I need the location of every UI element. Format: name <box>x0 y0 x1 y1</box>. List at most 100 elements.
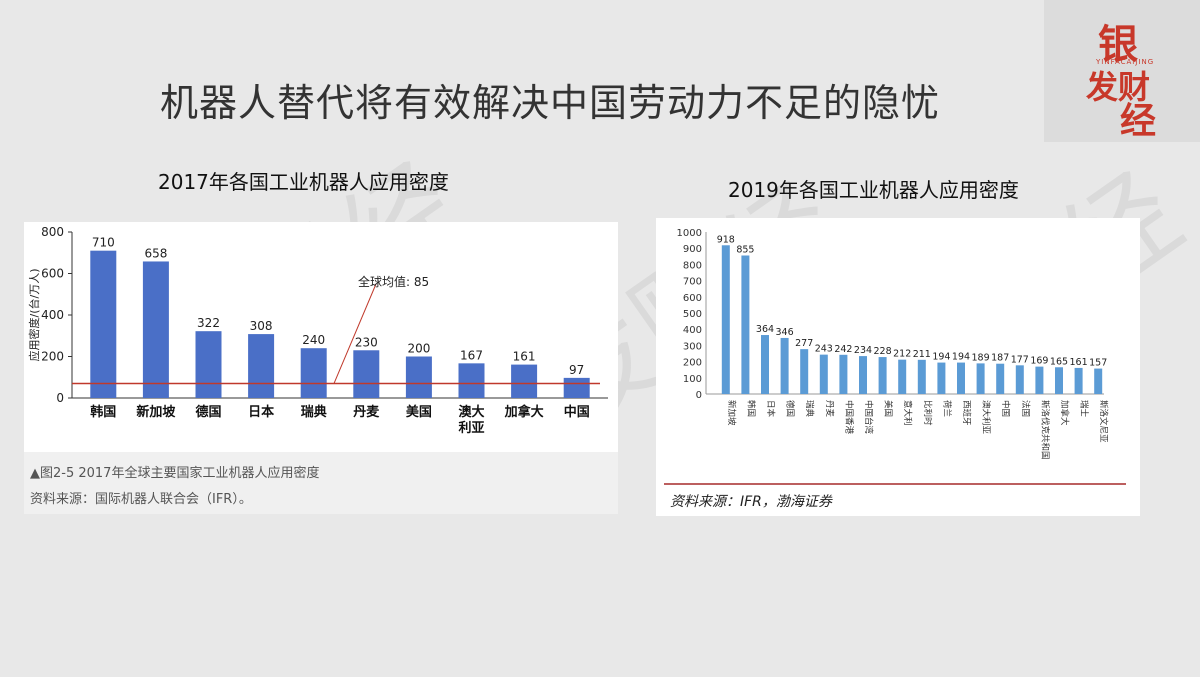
data-label: 228 <box>874 346 892 357</box>
x-tick-label: 荷兰 <box>941 400 952 417</box>
x-tick-label: 瑞士 <box>1079 400 1090 418</box>
bar <box>721 245 730 394</box>
x-tick-label: 美国 <box>883 400 894 417</box>
y-tick-label: 500 <box>683 309 702 320</box>
average-annotation: 全球均值: 85 <box>358 274 429 289</box>
data-label: 855 <box>736 244 754 255</box>
data-label: 194 <box>952 352 970 363</box>
left-caption: ▲图2-5 2017年全球主要国家工业机器人应用密度 资料来源：国际机器人联合会… <box>24 452 618 514</box>
chart-2019: 0 100 200 300 400 500 600 700 800 900 1000 918 新加坡 85… <box>664 228 1126 510</box>
y-tick-label: 600 <box>683 293 702 304</box>
bar <box>917 359 926 394</box>
bar <box>878 357 887 394</box>
data-label: 242 <box>834 344 852 355</box>
x-tick-label: 斯洛文尼亚 <box>1098 400 1109 443</box>
x-tick-label: 日本 <box>248 404 274 420</box>
data-label: 211 <box>913 349 931 360</box>
data-label: 97 <box>569 363 584 377</box>
left-chart-panel: 0 200 400 600 800 应用密度/(台/万人) 710 韩国 658 新加坡 322 德国… <box>24 222 618 452</box>
x-tick-label: 瑞典 <box>804 400 815 418</box>
data-label: 658 <box>144 246 167 260</box>
data-label: 177 <box>1011 354 1029 365</box>
bar <box>937 362 946 394</box>
data-label: 161 <box>1070 357 1088 368</box>
data-label: 169 <box>1030 356 1048 367</box>
data-label: 187 <box>991 353 1009 364</box>
y-tick-label: 400 <box>683 325 702 336</box>
x-tick-label: 比利时 <box>922 400 933 426</box>
bar <box>405 356 432 398</box>
data-label: 243 <box>815 344 833 355</box>
bar <box>511 364 538 398</box>
data-label: 277 <box>795 338 813 349</box>
data-label: 194 <box>932 352 950 363</box>
bar <box>859 356 867 394</box>
y-tick-label: 200 <box>41 350 64 364</box>
x-tick-label: 中国台湾 <box>863 400 874 435</box>
x-tick-label: 新加坡 <box>136 404 176 420</box>
data-label: 200 <box>407 342 430 356</box>
y-tick-label: 800 <box>683 260 702 271</box>
y-tick-label: 900 <box>683 244 702 255</box>
x-tick-label: 美国 <box>406 404 432 420</box>
data-label: 230 <box>355 335 378 349</box>
y-tick-label: 0 <box>56 391 64 405</box>
x-tick-label: 中国 <box>1000 400 1011 417</box>
chart-2017: 0 200 400 600 800 应用密度/(台/万人) 710 韩国 658 新加坡 322 德国… <box>27 225 608 436</box>
caption-line: ▲图2-5 2017年全球主要国家工业机器人应用密度 <box>30 466 320 481</box>
data-label: 364 <box>756 324 774 335</box>
data-label: 234 <box>854 345 872 356</box>
bar <box>1035 366 1044 394</box>
x-tick-label: 加拿大 <box>504 404 544 420</box>
brand-logo: 银 YINFACAIJING 发财 经 <box>1044 0 1200 142</box>
x-tick-label: 斯洛伐克共和国 <box>1039 400 1050 460</box>
x-tick-label: 德国 <box>195 404 221 420</box>
data-label: 189 <box>972 352 990 363</box>
bar <box>458 363 485 398</box>
x-tick-label: 日本 <box>765 400 776 418</box>
x-tick-label: 瑞典 <box>301 404 327 420</box>
x-tick-label: 澳大利亚 <box>981 400 992 435</box>
x-tick-label: 意大利 <box>902 400 913 426</box>
data-label: 157 <box>1089 358 1107 369</box>
bar <box>898 359 907 394</box>
x-tick-label: 新加坡 <box>726 400 737 426</box>
bar <box>1055 367 1063 394</box>
x-tick-label: 德国 <box>785 400 796 417</box>
bar <box>1015 365 1024 394</box>
bar <box>839 354 848 394</box>
bar <box>741 255 750 394</box>
bar <box>761 335 769 394</box>
y-tick-label: 400 <box>41 308 64 322</box>
y-tick-label: 200 <box>683 358 702 369</box>
bar <box>976 363 985 394</box>
data-label: 322 <box>197 316 220 330</box>
x-tick-label: 西班牙 <box>961 400 972 426</box>
logo-char: 经 <box>1120 100 1157 142</box>
x-tick-label: 中国 <box>564 404 590 420</box>
data-label: 918 <box>717 234 735 245</box>
bar <box>957 362 965 394</box>
left-chart-heading: 2017年各国工业机器人应用密度 <box>158 170 449 194</box>
right-chart-heading: 2019年各国工业机器人应用密度 <box>728 178 1019 202</box>
bar <box>819 354 828 394</box>
x-tick-label: 丹麦 <box>353 404 380 420</box>
x-tick-label: 澳大 <box>458 404 484 420</box>
slide-title: 机器人替代将有效解决中国劳动力不足的隐忧 <box>160 81 941 125</box>
annotation-pointer <box>333 283 377 384</box>
data-label: 165 <box>1050 356 1068 367</box>
bar <box>996 363 1005 394</box>
bar <box>195 331 222 398</box>
y-axis-label: 应用密度/(台/万人) <box>27 269 41 362</box>
right-chart-panel: 0 100 200 300 400 500 600 700 800 900 1000 918 新加坡 85… <box>656 218 1140 516</box>
data-label: 710 <box>92 236 115 250</box>
data-label: 308 <box>250 319 273 333</box>
bar <box>300 348 327 398</box>
source-line: 资料来源：国际机器人联合会（IFR）。 <box>30 492 252 507</box>
y-tick-label: 800 <box>41 225 64 239</box>
bar <box>90 250 117 398</box>
bar <box>1094 368 1103 394</box>
y-tick-label: 100 <box>683 374 702 385</box>
y-tick-label: 700 <box>683 277 702 288</box>
x-tick-label: 丹麦 <box>824 400 835 418</box>
